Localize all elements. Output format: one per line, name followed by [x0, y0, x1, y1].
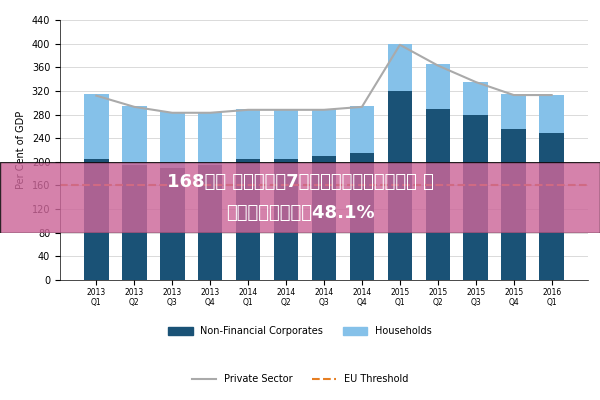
FancyBboxPatch shape: [0, 162, 600, 233]
Bar: [388, 91, 412, 280]
Bar: [311, 156, 337, 280]
Legend: Private Sector, EU Threshold: Private Sector, EU Threshold: [189, 371, 411, 387]
Private Sector: [131, 104, 138, 109]
Private Sector: [358, 104, 365, 109]
Bar: [539, 95, 564, 134]
Private Sector: [283, 108, 290, 112]
Bar: [463, 82, 488, 114]
Bar: [198, 165, 223, 280]
Bar: [122, 165, 146, 280]
Text: 能源批发渗透率为48.1%: 能源批发渗透率为48.1%: [226, 204, 374, 222]
Bar: [425, 64, 450, 109]
Private Sector: [510, 93, 517, 98]
Private Sector: [548, 93, 555, 98]
Bar: [236, 109, 260, 159]
Bar: [84, 94, 109, 159]
Private Sector: [93, 93, 100, 98]
Bar: [198, 112, 223, 165]
Legend: Non-Financial Corporates, Households: Non-Financial Corporates, Households: [166, 323, 434, 339]
Private Sector: [434, 63, 442, 68]
Bar: [160, 168, 185, 280]
Bar: [463, 114, 488, 280]
Bar: [160, 112, 185, 168]
Bar: [274, 109, 298, 159]
EU Threshold: [93, 183, 100, 188]
EU Threshold: [131, 183, 138, 188]
Text: 168配资 东吴证券：7月汽车行业产批符合预期 新: 168配资 东吴证券：7月汽车行业产批符合预期 新: [167, 173, 433, 191]
Bar: [502, 94, 526, 129]
Bar: [350, 153, 374, 280]
Bar: [350, 106, 374, 153]
Bar: [122, 106, 146, 165]
Private Sector: [472, 80, 479, 84]
Bar: [388, 44, 412, 91]
Line: Private Sector: Private Sector: [97, 45, 551, 113]
Private Sector: [206, 110, 214, 115]
Bar: [425, 109, 450, 280]
Private Sector: [245, 108, 252, 112]
Private Sector: [396, 42, 403, 47]
Private Sector: [169, 110, 176, 115]
Y-axis label: Per Cent of GDP: Per Cent of GDP: [16, 111, 26, 189]
Bar: [236, 159, 260, 280]
Bar: [311, 109, 337, 156]
Bar: [274, 159, 298, 280]
Private Sector: [320, 108, 328, 112]
Bar: [502, 129, 526, 280]
Bar: [539, 134, 564, 280]
Bar: [84, 159, 109, 280]
